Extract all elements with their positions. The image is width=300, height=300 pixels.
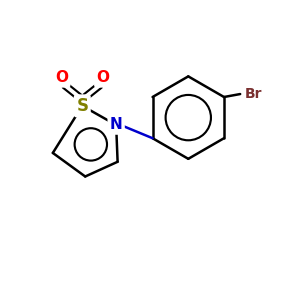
Text: Br: Br xyxy=(244,87,262,101)
Text: N: N xyxy=(110,118,122,133)
Text: O: O xyxy=(55,70,68,86)
Text: O: O xyxy=(96,70,110,86)
Text: S: S xyxy=(76,97,88,115)
